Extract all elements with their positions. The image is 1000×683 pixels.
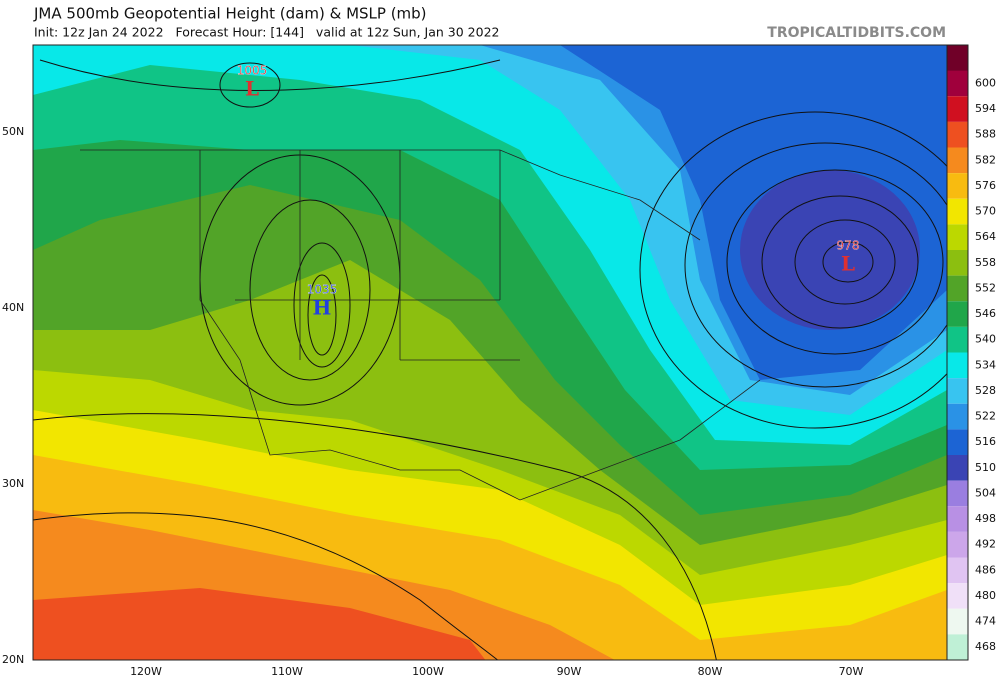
- boundaries: [80, 149, 761, 501]
- colorbar-cell: [947, 378, 968, 404]
- colorbar-cell: [947, 429, 968, 455]
- colorbar-label: 510: [975, 461, 996, 474]
- colorbar-label: 522: [975, 410, 996, 423]
- colorbar-label: 474: [975, 615, 996, 628]
- colorbar-label: 540: [975, 333, 996, 346]
- pressure-value: 1005: [237, 64, 268, 78]
- colorbar-label: 534: [975, 358, 996, 371]
- colorbar-label: 552: [975, 281, 996, 294]
- latitude-label: 20N: [2, 653, 24, 666]
- colorbar-label: 594: [975, 102, 996, 115]
- colorbar-cell: [947, 173, 968, 199]
- colorbar-cell: [947, 96, 968, 122]
- colorbar-label: 600: [975, 76, 996, 89]
- longitude-label: 120W: [130, 665, 162, 678]
- colorbar-label: 468: [975, 640, 996, 653]
- height-band: [33, 588, 486, 660]
- colorbar-label: 546: [975, 307, 996, 320]
- colorbar-cell: [947, 403, 968, 430]
- colorbar-frame: [946, 44, 969, 661]
- colorbar-cell: [947, 583, 968, 609]
- colorbar-cell: [947, 455, 968, 481]
- colorbar-label: 582: [975, 153, 996, 166]
- colorbar-cell: [947, 557, 968, 584]
- colorbar-label: 516: [975, 435, 996, 448]
- longitude-label: 100W: [412, 665, 444, 678]
- colorbar-label: 498: [975, 512, 996, 525]
- colorbar-label: 570: [975, 205, 996, 218]
- colorbar-label: 480: [975, 589, 996, 602]
- longitude-label: 110W: [271, 665, 303, 678]
- colorbar-label: 588: [975, 128, 996, 141]
- colorbar-cell: [947, 326, 968, 353]
- latitude-label: 50N: [2, 125, 24, 138]
- height-band: [740, 170, 920, 330]
- colorbar-cell: [947, 250, 968, 276]
- longitude-label: 70W: [839, 665, 864, 678]
- longitude-label: 90W: [557, 665, 582, 678]
- colorbar-cell: [947, 121, 968, 148]
- colorbar-label: 486: [975, 563, 996, 576]
- colorbar-cell: [947, 634, 968, 660]
- pressure-center-symbol: L: [245, 77, 259, 101]
- colorbar-label: 558: [975, 256, 996, 269]
- colorbar-cell: [947, 224, 968, 250]
- map-subtitle: Init: 12z Jan 24 2022 Forecast Hour: [14…: [34, 25, 499, 40]
- isobars: [33, 59, 947, 660]
- site-name: TROPICALTIDBITS.COM: [767, 25, 946, 41]
- latitude-label: 30N: [2, 477, 24, 490]
- colorbar-cell: [947, 531, 968, 558]
- colorbar-cell: [947, 45, 968, 71]
- pressure-value: 978: [837, 239, 860, 253]
- pressure-center-symbol: L: [841, 252, 855, 276]
- pressure-value: 1035: [307, 283, 338, 297]
- colorbar-cell: [947, 480, 968, 507]
- colorbar-label: 528: [975, 384, 996, 397]
- map-field: [33, 45, 947, 660]
- latitude-label: 40N: [2, 301, 24, 314]
- colorbar-cell: [947, 70, 968, 97]
- colorbar-label: 564: [975, 230, 996, 243]
- colorbar-cell: [947, 275, 968, 302]
- map-title: JMA 500mb Geopotential Height (dam) & MS…: [33, 5, 427, 23]
- colorbar-cell: [947, 147, 968, 174]
- pressure-center-symbol: H: [313, 296, 332, 320]
- colorbar-label: 576: [975, 179, 996, 192]
- colorbar-cell: [947, 198, 968, 225]
- colorbar-label: 492: [975, 538, 996, 551]
- colorbar-cell: [947, 608, 968, 635]
- colorbar-cell: [947, 506, 968, 532]
- colorbar-cell: [947, 352, 968, 379]
- longitude-label: 80W: [698, 665, 723, 678]
- colorbar-cell: [947, 301, 968, 327]
- colorbar-label: 504: [975, 486, 996, 499]
